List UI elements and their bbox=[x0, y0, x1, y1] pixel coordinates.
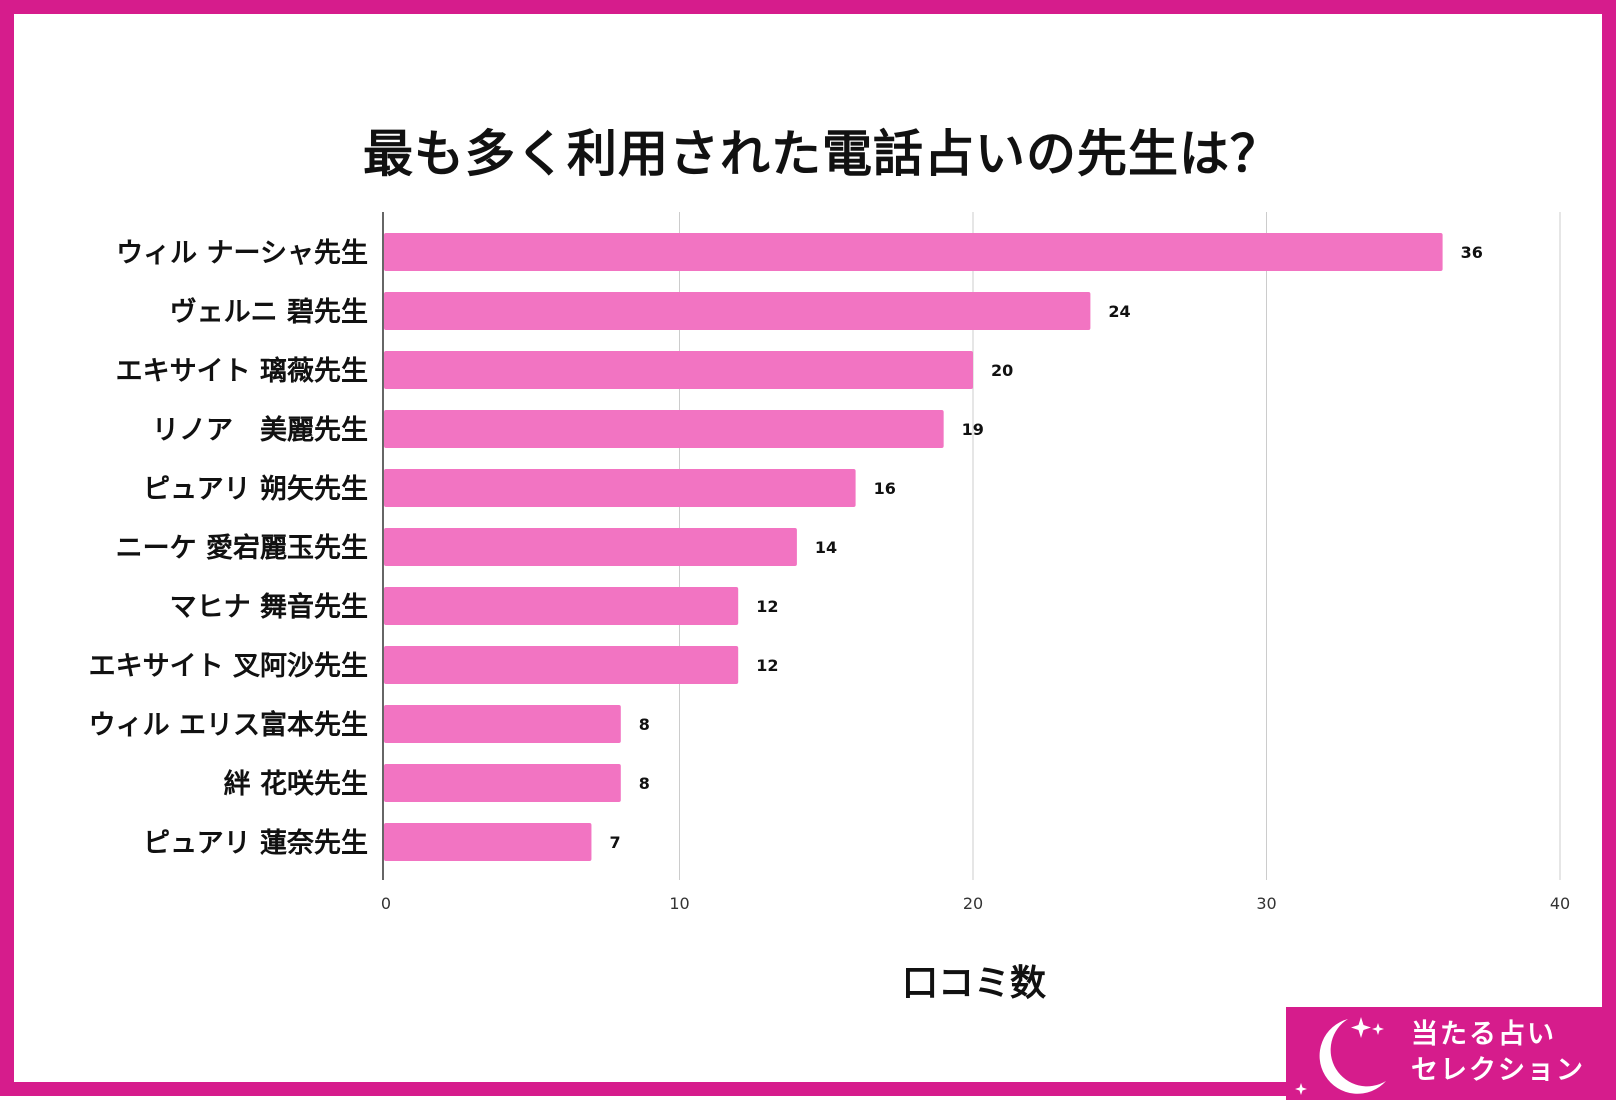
data-label: 36 bbox=[1461, 243, 1483, 262]
category-label: エキサイト 璃薇先生 bbox=[116, 356, 368, 387]
bar bbox=[384, 764, 621, 802]
brand-badge: 当たる占い セレクション bbox=[1286, 1007, 1616, 1100]
category-label: ピュアリ 朔矢先生 bbox=[143, 473, 368, 505]
category-label: ヴェルニ 碧先生 bbox=[170, 296, 368, 328]
data-label: 20 bbox=[991, 361, 1013, 380]
category-label: 絆 花咲先生 bbox=[224, 768, 368, 800]
data-label: 12 bbox=[756, 656, 778, 675]
category-label: ウィル エリス富本先生 bbox=[89, 709, 368, 741]
bar bbox=[384, 646, 739, 684]
category-label: マヒナ 舞音先生 bbox=[170, 591, 368, 623]
bar bbox=[384, 292, 1091, 330]
category-label: ニーケ 愛宕麗玉先生 bbox=[116, 532, 368, 564]
category-label: エキサイト 叉阿沙先生 bbox=[89, 651, 368, 682]
category-label: リノア 美麗先生 bbox=[152, 414, 368, 446]
moon-stars-icon bbox=[1295, 1017, 1386, 1095]
bar-chart: 0 10 20 30 40 ウィル ナーシャ先生 36 ヴェルニ 碧先生 24 エキサイト 璃薇先… bbox=[89, 212, 1570, 913]
x-tick-label: 0 bbox=[381, 894, 391, 913]
x-tick-label: 20 bbox=[963, 894, 983, 913]
data-label: 16 bbox=[874, 479, 896, 498]
data-label: 8 bbox=[639, 715, 650, 734]
data-label: 14 bbox=[815, 538, 837, 557]
category-label: ウィル ナーシャ先生 bbox=[116, 238, 368, 269]
bar bbox=[384, 233, 1443, 271]
bar bbox=[384, 587, 739, 625]
data-label: 8 bbox=[639, 774, 650, 793]
data-label: 24 bbox=[1108, 302, 1130, 321]
bar bbox=[384, 823, 592, 861]
data-label: 7 bbox=[609, 833, 620, 852]
x-tick-label: 40 bbox=[1550, 894, 1570, 913]
category-label: ピュアリ 蓮奈先生 bbox=[143, 828, 368, 859]
bar bbox=[384, 528, 797, 566]
x-axis-label: 口コミ数 bbox=[901, 963, 1046, 1004]
x-tick-label: 10 bbox=[669, 894, 689, 913]
x-tick-label: 30 bbox=[1256, 894, 1276, 913]
bar bbox=[384, 351, 973, 389]
chart-title: 最も多く利用された電話占いの先生は？ bbox=[363, 125, 1281, 183]
brand-name-line2: セレクション bbox=[1411, 1055, 1585, 1086]
data-label: 19 bbox=[962, 420, 984, 439]
data-label: 12 bbox=[756, 597, 778, 616]
bar bbox=[384, 469, 856, 507]
bar bbox=[384, 705, 621, 743]
bar bbox=[384, 410, 944, 448]
brand-name-line1: 当たる占い bbox=[1411, 1019, 1556, 1050]
